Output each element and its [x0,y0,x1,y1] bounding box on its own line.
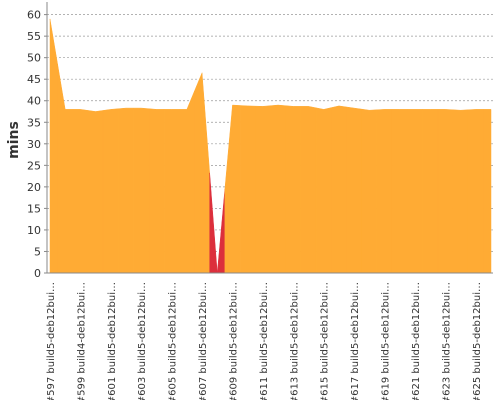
area-segment [437,109,454,274]
x-tick-label: #617 build5-deb12bui… [350,282,361,400]
area-segment [72,109,89,274]
area-segment [285,105,302,274]
x-tick-label: #623 build5-deb12bui… [441,282,452,400]
area-segment [300,106,317,274]
x-tick-label: #609 build5-deb12bui… [228,282,239,400]
area-segment [118,107,134,274]
y-tick-label: 50 [27,52,41,65]
y-tick-label: 55 [27,30,41,43]
y-tick-label: 0 [34,267,41,280]
x-tick-label: #625 build5-deb12bui… [472,282,483,400]
y-tick-label: 45 [27,73,41,86]
x-tick-label: #605 build5-deb12bui… [168,282,179,400]
area-segment [315,107,332,274]
y-tick-label: 10 [27,224,41,237]
area-segment [57,64,74,274]
area-segment [422,109,439,274]
x-tick-label: #613 build5-deb12bui… [289,282,300,400]
area-segment [179,90,195,274]
y-tick-label: 40 [27,95,41,108]
area-segment [346,106,362,274]
area-segment [255,105,271,274]
y-tick-label: 30 [27,138,41,151]
area-segment [391,109,408,274]
y-tick-label: 60 [27,9,41,22]
area-segment [209,172,226,274]
x-tick-label: #603 build5-deb12bui… [137,282,148,400]
y-tick-label: 15 [27,202,41,215]
area-segment [194,72,210,274]
area-segment [331,105,347,274]
area-segment [376,109,393,274]
x-tick-label: #607 build5-deb12bui… [198,282,209,400]
y-tick-label: 35 [27,116,41,129]
y-tick-label: 5 [34,245,41,258]
y-tick-label: 25 [27,159,41,172]
area-segment [361,108,378,274]
x-tick-label: #599 build4-deb12bui… [76,282,87,400]
area-segment [270,104,286,274]
area-segment [407,109,423,274]
x-tick-label: #601 build5-deb12bui… [107,282,118,400]
area-segment [452,109,469,274]
area-segment [133,107,150,274]
area-segment [87,110,104,274]
x-tick-label: #597 build5-deb12bui… [46,282,57,400]
x-tick-label: #611 build5-deb12bui… [259,282,270,400]
x-tick-label: #621 build5-deb12bui… [411,282,422,400]
y-axis-label: mins [6,121,22,159]
area-segment [224,104,241,274]
x-tick-label: #615 build5-deb12bui… [320,282,331,400]
area-segment [483,109,492,274]
area-segment [163,109,180,274]
area-segment [239,105,256,274]
area-segment [467,109,484,274]
area-segment [49,18,58,274]
x-tick-label: #619 build5-deb12bui… [381,282,392,400]
y-tick-label: 20 [27,181,41,194]
area-segment [102,108,119,274]
area-segment [148,108,165,274]
